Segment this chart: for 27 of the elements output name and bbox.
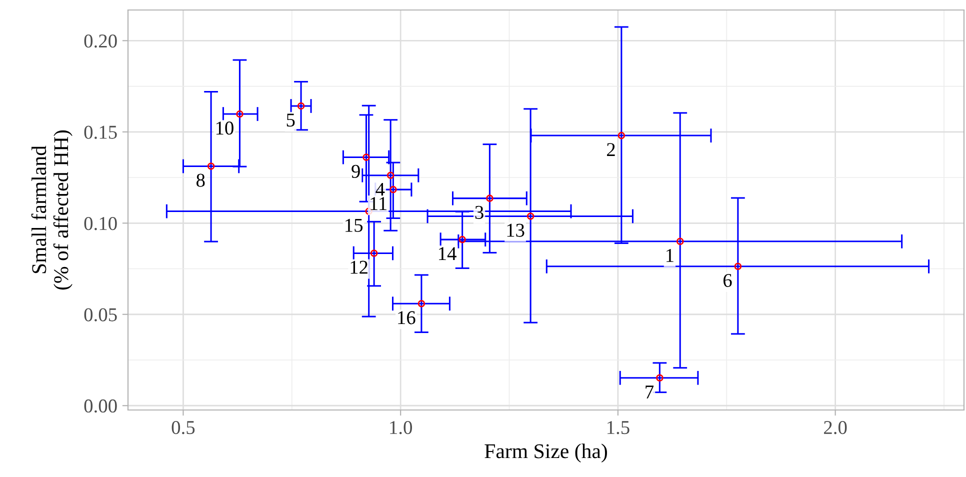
y-tick-label: 0.05: [84, 308, 117, 322]
annotation: 14: [439, 247, 456, 260]
annotation: 7: [646, 386, 654, 398]
x-tick-label: 1.5: [608, 421, 630, 434]
annotation: 2: [607, 143, 615, 156]
x-tick-label: 1.0: [390, 420, 412, 434]
annotation: 10: [216, 122, 234, 135]
x-tick-label: 2.0: [824, 420, 847, 434]
annotation: 4: [376, 182, 385, 196]
y-tick-label: 0.00: [84, 399, 117, 413]
annotation: 5: [286, 114, 295, 127]
y-axis-title: Small farmland (% of affected HH): [31, 130, 72, 290]
x-tick-label: 0.5: [172, 420, 195, 434]
annotation: 12: [350, 260, 368, 274]
y-tick-label: 0.10: [84, 216, 117, 230]
y-tick-label: 0.20: [84, 34, 117, 48]
annotation: 3: [475, 206, 484, 219]
annotation: 8: [196, 174, 205, 187]
x-axis-title: Farm Size (ha): [484, 444, 607, 462]
annotation: 11: [370, 197, 386, 210]
y-tick-label: 0.15: [84, 126, 117, 139]
annotation: 6: [723, 274, 732, 288]
annotation: 16: [398, 311, 416, 324]
annotation: 13: [507, 224, 524, 237]
annotation: 1: [666, 248, 674, 262]
annotation: 15: [346, 218, 363, 232]
annotation: 9: [352, 164, 360, 178]
